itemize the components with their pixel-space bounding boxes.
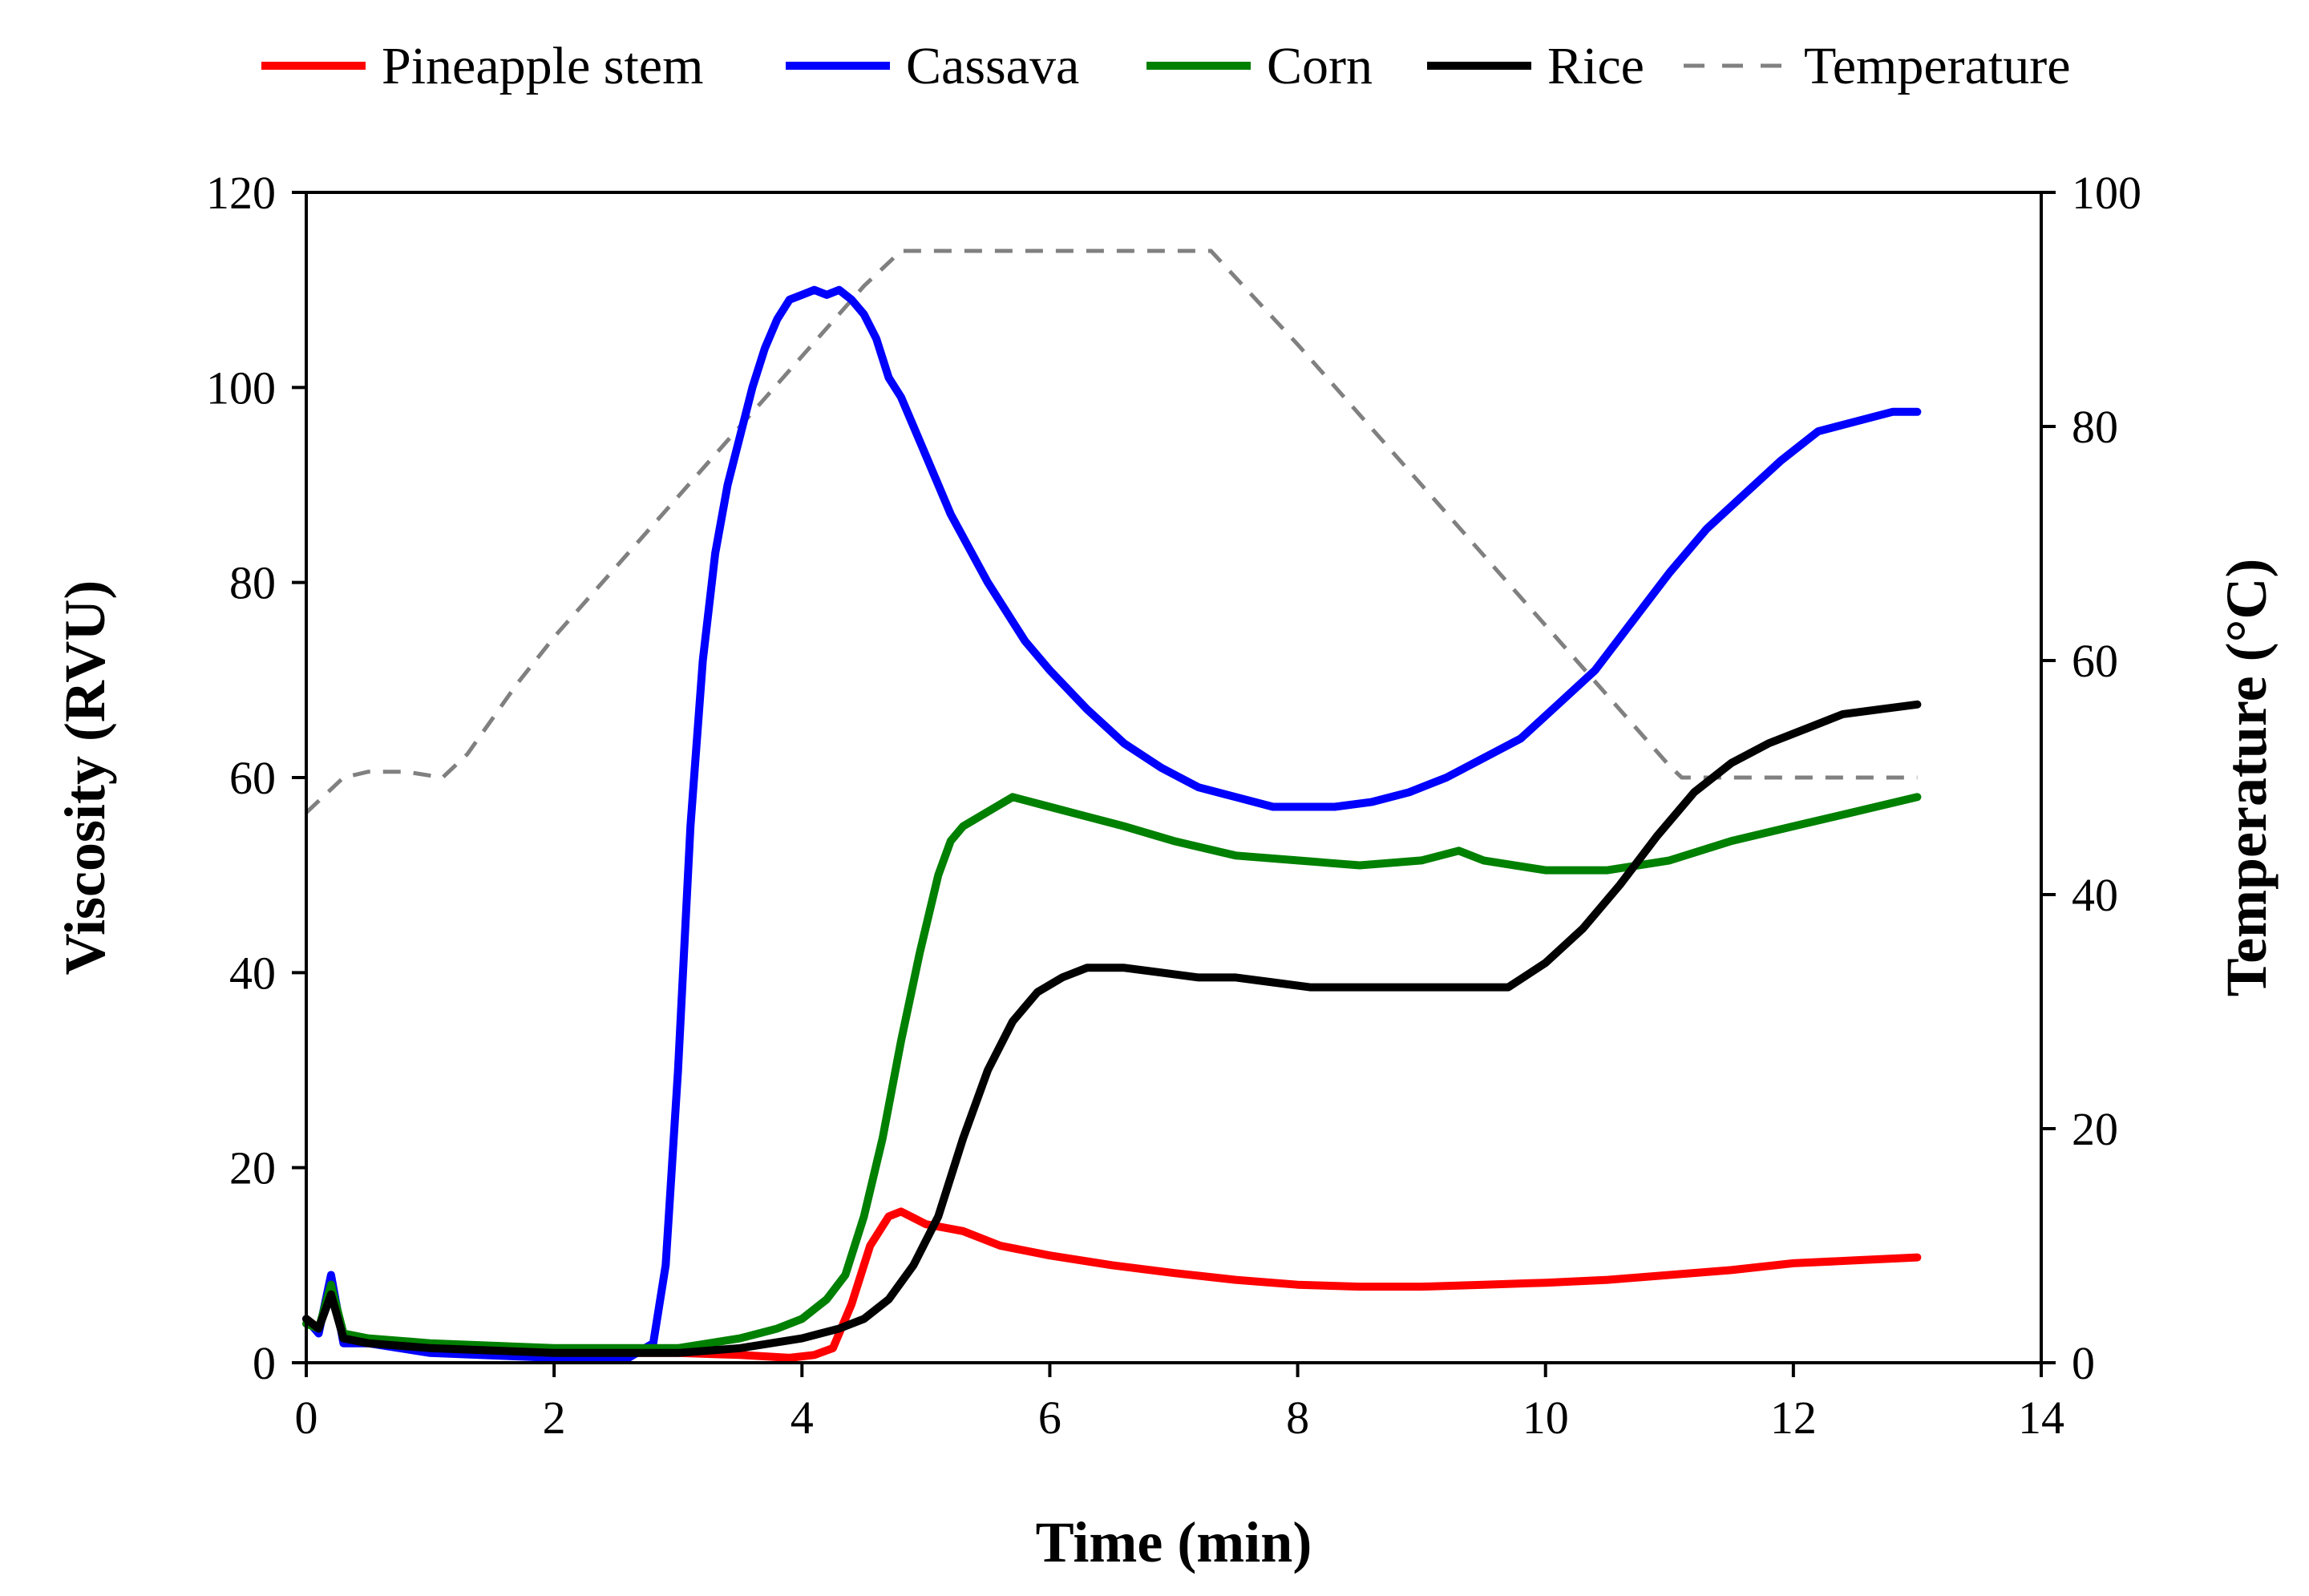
y-tick-label: 60 — [229, 752, 276, 804]
y2-tick-label: 20 — [2072, 1103, 2118, 1155]
x-tick-label: 6 — [1038, 1392, 1061, 1444]
x-tick-label: 4 — [791, 1392, 814, 1444]
x-axis-title: Time (min) — [1036, 1510, 1312, 1574]
series-line-corn — [302, 793, 1922, 1352]
y2-tick-label: 60 — [2072, 635, 2118, 687]
series-line-pineapple-stem — [302, 1207, 1922, 1362]
y-tick-label: 20 — [229, 1142, 276, 1194]
series-layer — [302, 248, 1922, 1362]
x-tick-label: 0 — [295, 1392, 318, 1444]
x-tick-label: 12 — [1770, 1392, 1817, 1444]
y-tick-label: 80 — [229, 557, 276, 609]
y2-tick-label: 0 — [2072, 1337, 2095, 1389]
y2-tick-label: 80 — [2072, 401, 2118, 453]
legend-label-corn: Corn — [1267, 37, 1373, 95]
legend-label-cassava: Cassava — [906, 37, 1079, 95]
y-tick-label: 100 — [206, 362, 276, 414]
y-tick-label: 120 — [206, 167, 276, 219]
legend: Pineapple stem Cassava Corn Rice Temperature — [261, 37, 2071, 95]
legend-label-pineapple-stem: Pineapple stem — [382, 37, 703, 95]
y2-axis-title: Temperature (°C) — [2214, 559, 2279, 997]
series-line-cassava — [302, 285, 1922, 1362]
y-tick-label: 0 — [253, 1337, 276, 1389]
y2-tick-label: 40 — [2072, 869, 2118, 921]
series-line-rice — [302, 700, 1922, 1357]
x-tick-label: 8 — [1286, 1392, 1309, 1444]
x-tick-label: 2 — [543, 1392, 566, 1444]
legend-label-rice: Rice — [1547, 37, 1644, 95]
x-tick-label: 10 — [1522, 1392, 1569, 1444]
series-line-temperature — [305, 248, 1918, 814]
y-tick-label: 40 — [229, 947, 276, 999]
y-axis-title: Viscosity (RVU) — [53, 580, 117, 976]
x-tick-label: 14 — [2018, 1392, 2064, 1444]
legend-label-temperature: Temperature — [1804, 37, 2071, 95]
y2-tick-label: 100 — [2072, 167, 2141, 219]
